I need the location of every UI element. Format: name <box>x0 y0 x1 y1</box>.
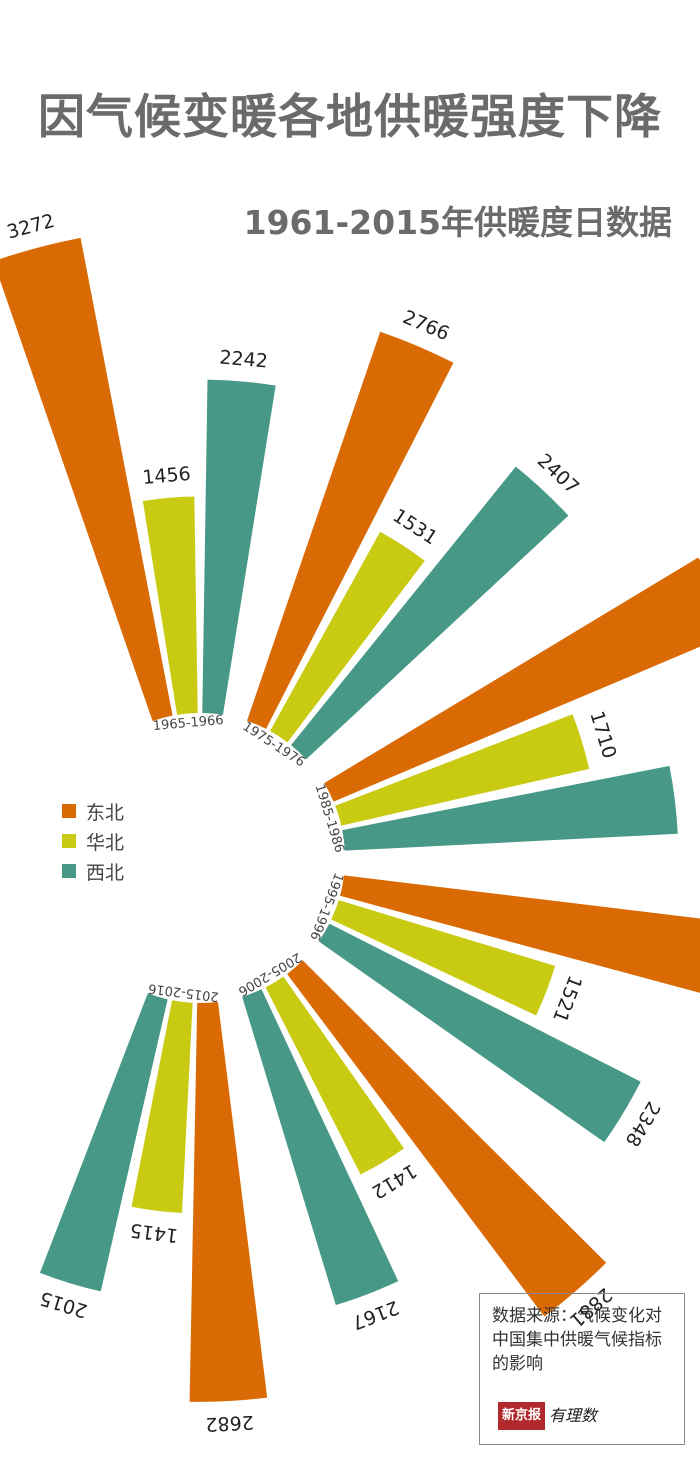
brand-box: 新京报 <box>498 1402 546 1430</box>
bar-northeast-1985-1986 <box>324 557 700 802</box>
legend: 东北 华北 西北 <box>62 796 124 886</box>
source-box: 数据来源：气候变化对中国集中供暖气候指标的影响 新京报 有理数 <box>479 1293 685 1445</box>
bar-northwest-2015-2016 <box>39 993 168 1292</box>
bar-north-1975-1976 <box>270 531 425 743</box>
value-label-northeast-2015-2016: 2682 <box>205 1411 254 1436</box>
value-label-north-1985-1986: 1710 <box>585 708 620 761</box>
legend-swatch-northeast <box>62 804 76 818</box>
bar-northeast-2005-2006 <box>287 960 607 1317</box>
chart-title: 因气候变暖各地供暖强度下降 <box>38 90 662 145</box>
bar-northeast-1995-1996 <box>339 875 700 993</box>
brand-text: 有理数 <box>549 1406 598 1425</box>
bar-northwest-1965-1966 <box>202 379 276 715</box>
value-label-northwest-1965-1966: 2242 <box>219 346 269 372</box>
value-label-northwest-2005-2006: 2167 <box>349 1296 402 1334</box>
bar-north-2015-2016 <box>131 1000 193 1213</box>
bar-north-1995-1996 <box>331 900 556 1016</box>
bar-northeast-1975-1976 <box>246 331 454 729</box>
value-label-north-1965-1966: 1456 <box>142 463 192 489</box>
bar-northwest-1975-1976 <box>291 466 569 760</box>
value-label-north-2015-2016: 1415 <box>129 1219 180 1247</box>
bar-northwest-1985-1986 <box>342 765 678 851</box>
legend-label-northeast: 东北 <box>86 801 125 824</box>
legend-swatch-north <box>62 834 76 848</box>
legend-swatch-northwest <box>62 864 76 878</box>
source-text: 数据来源：气候变化对中国集中供暖气候指标的影响 <box>492 1306 662 1374</box>
bar-northeast-1965-1966 <box>0 237 173 721</box>
brand-logo: 新京报 有理数 <box>498 1402 597 1430</box>
legend-label-northwest: 西北 <box>86 861 125 884</box>
legend-item-northeast: 东北 <box>62 796 124 826</box>
value-label-northeast-1975-1976: 2766 <box>399 306 452 345</box>
bar-north-1985-1986 <box>335 714 590 826</box>
bar-northeast-2015-2016 <box>189 1001 268 1402</box>
category-label-1965-1966: 1965-1966 <box>152 713 224 734</box>
bar-northwest-1995-1996 <box>318 923 641 1143</box>
chart-subtitle: 1961-2015年供暖度日数据 <box>243 203 672 242</box>
value-label-northeast-1965-1966: 3272 <box>5 210 57 244</box>
legend-label-north: 华北 <box>86 831 125 854</box>
legend-item-north: 华北 <box>62 826 124 856</box>
bar-north-1965-1966 <box>142 496 198 715</box>
value-label-north-1995-1996: 1521 <box>548 972 586 1025</box>
value-label-northwest-2015-2016: 2015 <box>37 1287 90 1322</box>
legend-item-northwest: 西北 <box>62 856 124 886</box>
bar-northwest-2005-2006 <box>242 989 399 1306</box>
bar-north-2005-2006 <box>265 976 405 1175</box>
